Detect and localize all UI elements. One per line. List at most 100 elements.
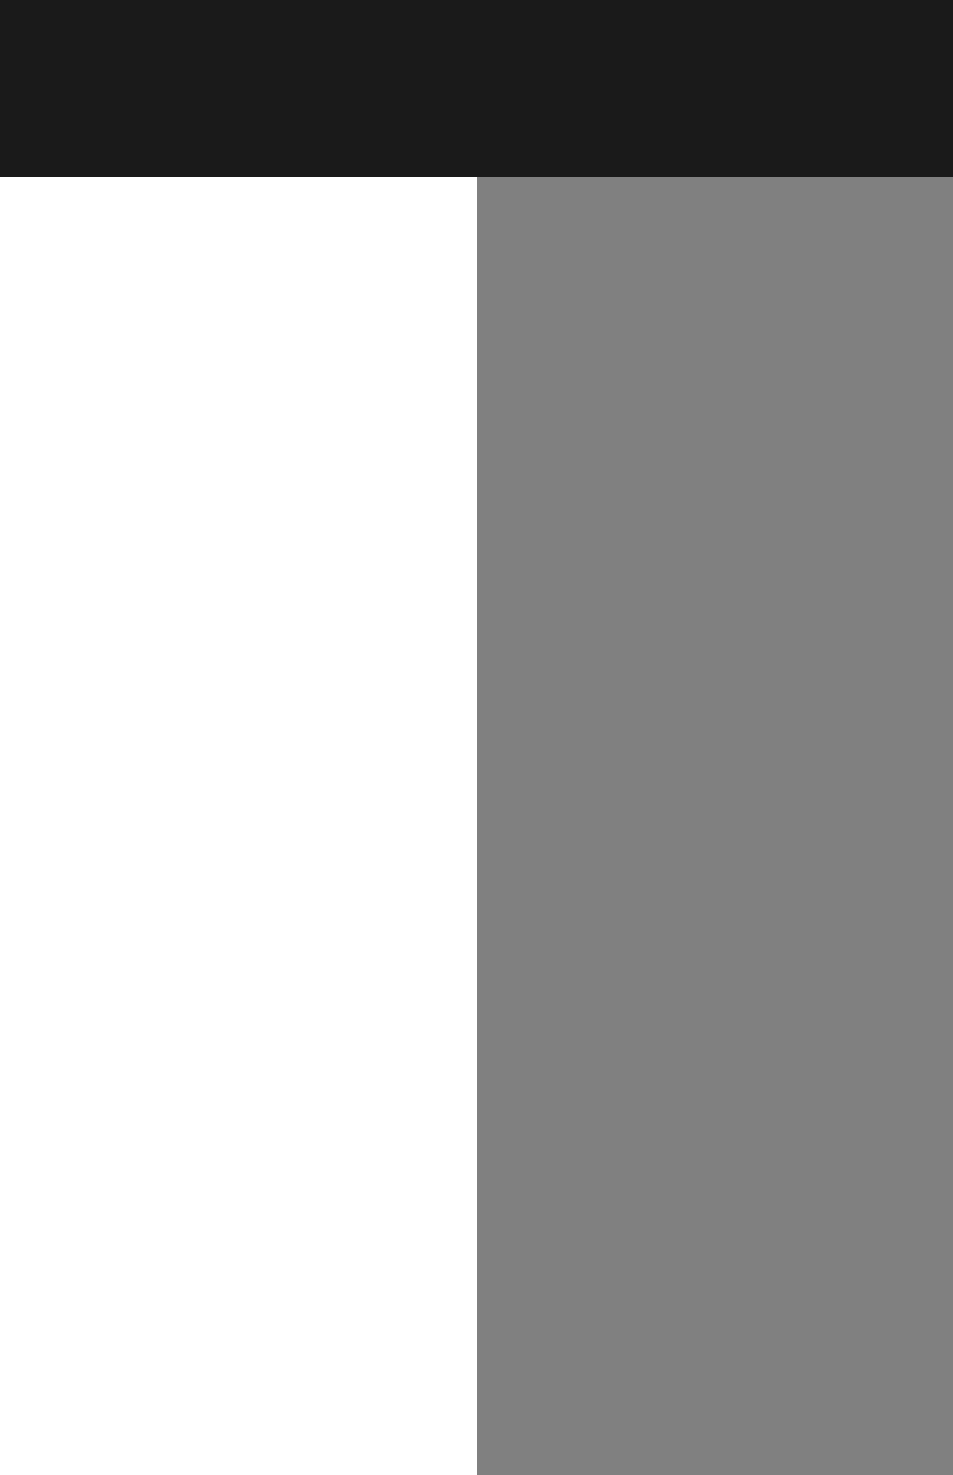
Text: Test card: Test card (310, 1198, 353, 1207)
Circle shape (325, 471, 335, 481)
Text: CONEXÃO: CONEXÃO (42, 656, 87, 665)
Text: ** El cable de drenaje puede convertirse en una línea de retorno de
datos si se : ** El cable de drenaje puede convertirse… (491, 552, 750, 572)
Text: C: C (505, 1137, 512, 1146)
Bar (152, 648, 292, 655)
Text: verde: verde (543, 1274, 569, 1283)
Text: B: B (505, 863, 511, 872)
Text: *led verde: *led verde (724, 462, 772, 471)
Text: *Led verde: *Led verde (724, 1319, 774, 1328)
Text: *LED赤: *LED赤 (724, 1068, 752, 1077)
Text: HID: HID (355, 83, 379, 94)
Text: CONNECTING: CONNECTING (42, 617, 109, 625)
Text: **屏蔽接地: **屏蔽接地 (724, 907, 755, 917)
Text: A: A (505, 237, 511, 246)
Text: I: I (505, 1227, 508, 1236)
Text: I: I (505, 656, 508, 665)
Text: C: C (505, 417, 512, 426)
Text: 布线图: 布线图 (507, 826, 531, 836)
Text: J: J (505, 1378, 508, 1388)
Text: 排流线: 排流线 (543, 907, 559, 917)
Text: DEUTSCH: DEUTSCH (491, 1086, 554, 1099)
Circle shape (152, 1024, 160, 1031)
Text: negro: negro (543, 403, 569, 412)
Text: 接続: 接続 (42, 681, 52, 690)
FancyBboxPatch shape (122, 274, 357, 569)
Text: 橙色: 橙色 (543, 923, 554, 932)
Text: *voyant vert: *voyant vert (724, 611, 781, 620)
Text: *biper: *biper (724, 804, 752, 813)
Text: ITALIANO: ITALIANO (491, 1221, 553, 1235)
Text: H: H (505, 642, 512, 650)
Text: Dados 1 (clock): Dados 1 (clock) (724, 743, 795, 752)
Text: datos 1 (reloj): datos 1 (reloj) (724, 432, 787, 441)
Text: 1.64"
41.66 mm: 1.64" 41.66 mm (423, 798, 462, 817)
Text: +cc (5-16 V cc): +cc (5-16 V cc) (724, 537, 794, 546)
Text: D: D (505, 581, 512, 590)
Text: Schéma de câblage: Schéma de câblage (541, 515, 643, 525)
Bar (152, 422, 292, 431)
Text: ANSCHLUSS: ANSCHLUSS (42, 695, 96, 704)
Text: *オプション接続: *オプション接続 (491, 1127, 527, 1136)
Text: +DC (5-16 VDC): +DC (5-16 VDC) (724, 1243, 798, 1252)
Text: 3.28"
83.31 mm: 3.28" 83.31 mm (31, 748, 70, 767)
Text: orange: orange (543, 611, 575, 620)
Text: amarelo: amarelo (543, 804, 580, 813)
Bar (152, 701, 292, 708)
FancyBboxPatch shape (285, 1002, 415, 1152)
Circle shape (325, 521, 335, 531)
Text: HID: HID (327, 1066, 347, 1077)
Text: B: B (505, 252, 511, 263)
Text: blanco: blanco (543, 432, 574, 441)
Text: *（可读卡报警）: *（可读卡报警） (724, 982, 766, 991)
Text: PREPARAZIONE: PREPARAZIONE (42, 388, 111, 397)
Text: PORTUGUÊS: PORTUGUÊS (491, 677, 572, 690)
Text: B: B (505, 1258, 511, 1268)
Text: TESTE: TESTE (42, 1031, 70, 1040)
Text: bianco: bianco (543, 1289, 574, 1298)
Text: black: black (543, 252, 567, 263)
Text: J: J (505, 982, 508, 991)
Text: *可选连接: *可选连接 (491, 997, 513, 1006)
Text: テスト: テスト (42, 1058, 58, 1066)
Text: F: F (505, 462, 510, 471)
Text: TESTEN: TESTEN (42, 1069, 76, 1080)
Text: 準備: 準備 (42, 361, 52, 372)
Text: Braun: Braun (543, 1198, 570, 1207)
FancyBboxPatch shape (55, 1012, 165, 1142)
Text: A: A (505, 978, 511, 987)
Text: 5.00"
127 mm: 5.00" 127 mm (221, 937, 258, 956)
Text: E: E (505, 758, 511, 767)
Text: Rot: Rot (543, 1108, 558, 1117)
Text: *red LED: *red LED (724, 327, 764, 336)
Text: C: C (505, 729, 512, 738)
Text: F: F (505, 1319, 510, 1328)
Text: H: H (505, 953, 512, 962)
FancyBboxPatch shape (122, 599, 357, 914)
Text: 2: 2 (18, 630, 45, 668)
Text: F: F (505, 1183, 510, 1192)
Text: **当使用分体电源时,排流线可以作为“数据返回”检测: **当使用分体电源时,排流线可以作为“数据返回”检测 (491, 1013, 606, 1022)
Circle shape (325, 372, 335, 381)
Text: Blau: Blau (543, 1227, 563, 1236)
Text: 電源を入れる: 電源を入れる (55, 1257, 85, 1266)
Text: rouge: rouge (543, 537, 569, 546)
Text: 5.00"
127 mm: 5.00" 127 mm (63, 413, 100, 432)
Text: 接地: 接地 (724, 863, 735, 872)
Text: *(placa presente): *(placa presente) (724, 833, 803, 842)
Text: Placa de teste: Placa de teste (310, 1233, 369, 1242)
Text: CONEXIÓN: CONEXIÓN (42, 630, 90, 639)
Text: 数据0（数据）: 数据0（数据） (724, 878, 762, 886)
Text: *green LED: *green LED (724, 313, 776, 322)
Text: H: H (505, 1212, 512, 1221)
Text: dreno: dreno (543, 758, 569, 767)
Text: Encienda la unidad: Encienda la unidad (55, 1210, 135, 1218)
Bar (62, 1065, 137, 1071)
Text: C: C (505, 878, 512, 886)
Text: **分離電源を使用する場合はドレイン線を「データリターン」ラインとして使用可能: **分離電源を使用する場合はドレイン線を「データリターン」ラインとして使用可能 (491, 1143, 669, 1152)
Text: données 0 ("data"): données 0 ("data") (724, 566, 810, 575)
Circle shape (325, 858, 335, 867)
Text: G: G (505, 476, 512, 485)
Text: Drain: Drain (543, 1167, 568, 1177)
Text: Weiß: Weiß (543, 1152, 565, 1161)
Text: 青色: 青色 (543, 1097, 554, 1106)
